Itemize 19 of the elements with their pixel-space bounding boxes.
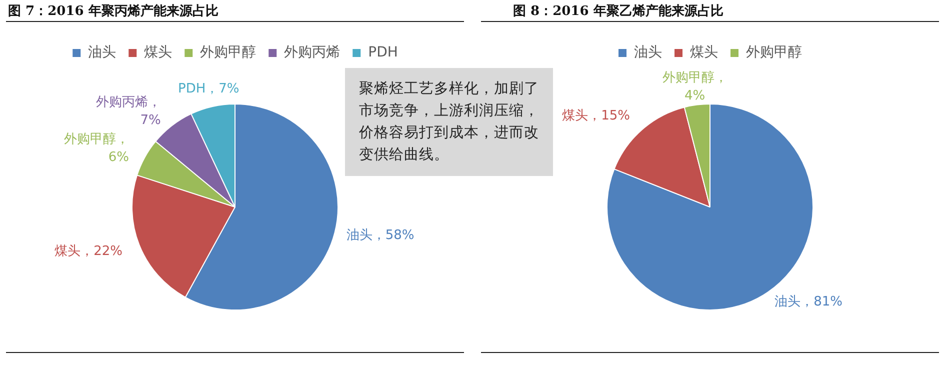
data-label: 外购甲醇，6% xyxy=(64,132,129,166)
legend-label: 外购甲醇 xyxy=(746,44,802,61)
legend-label: 煤头 xyxy=(690,44,718,61)
legend-label: 外购甲醇 xyxy=(200,44,256,61)
data-label: PDH，7% xyxy=(178,81,240,96)
legend-label: 油头 xyxy=(88,44,116,61)
legend-label: 煤头 xyxy=(144,44,172,61)
data-label: 油头，58% xyxy=(346,228,414,243)
chart-title: 图 7：2016 年聚丙烯产能来源占比 xyxy=(8,2,218,20)
data-label: 外购丙烯，7% xyxy=(96,94,161,128)
text: 聚烯烃工艺多样化，加剧了市场竞争，上游利润压缩，价格容易打到成本，进而改变供给曲线。 xyxy=(359,80,539,165)
data-label: 煤头，22% xyxy=(54,244,122,259)
data-label: 外购甲醇，4% xyxy=(662,70,728,104)
legend-label: 外购丙烯 xyxy=(284,44,340,61)
legend-label: PDH xyxy=(368,44,398,61)
chart-title: 图 8：2016 年聚乙烯产能来源占比 xyxy=(513,2,724,20)
legend-label: 油头 xyxy=(634,44,662,61)
data-label: 油头，81% xyxy=(774,294,843,310)
data-label: 煤头，15% xyxy=(562,108,630,124)
